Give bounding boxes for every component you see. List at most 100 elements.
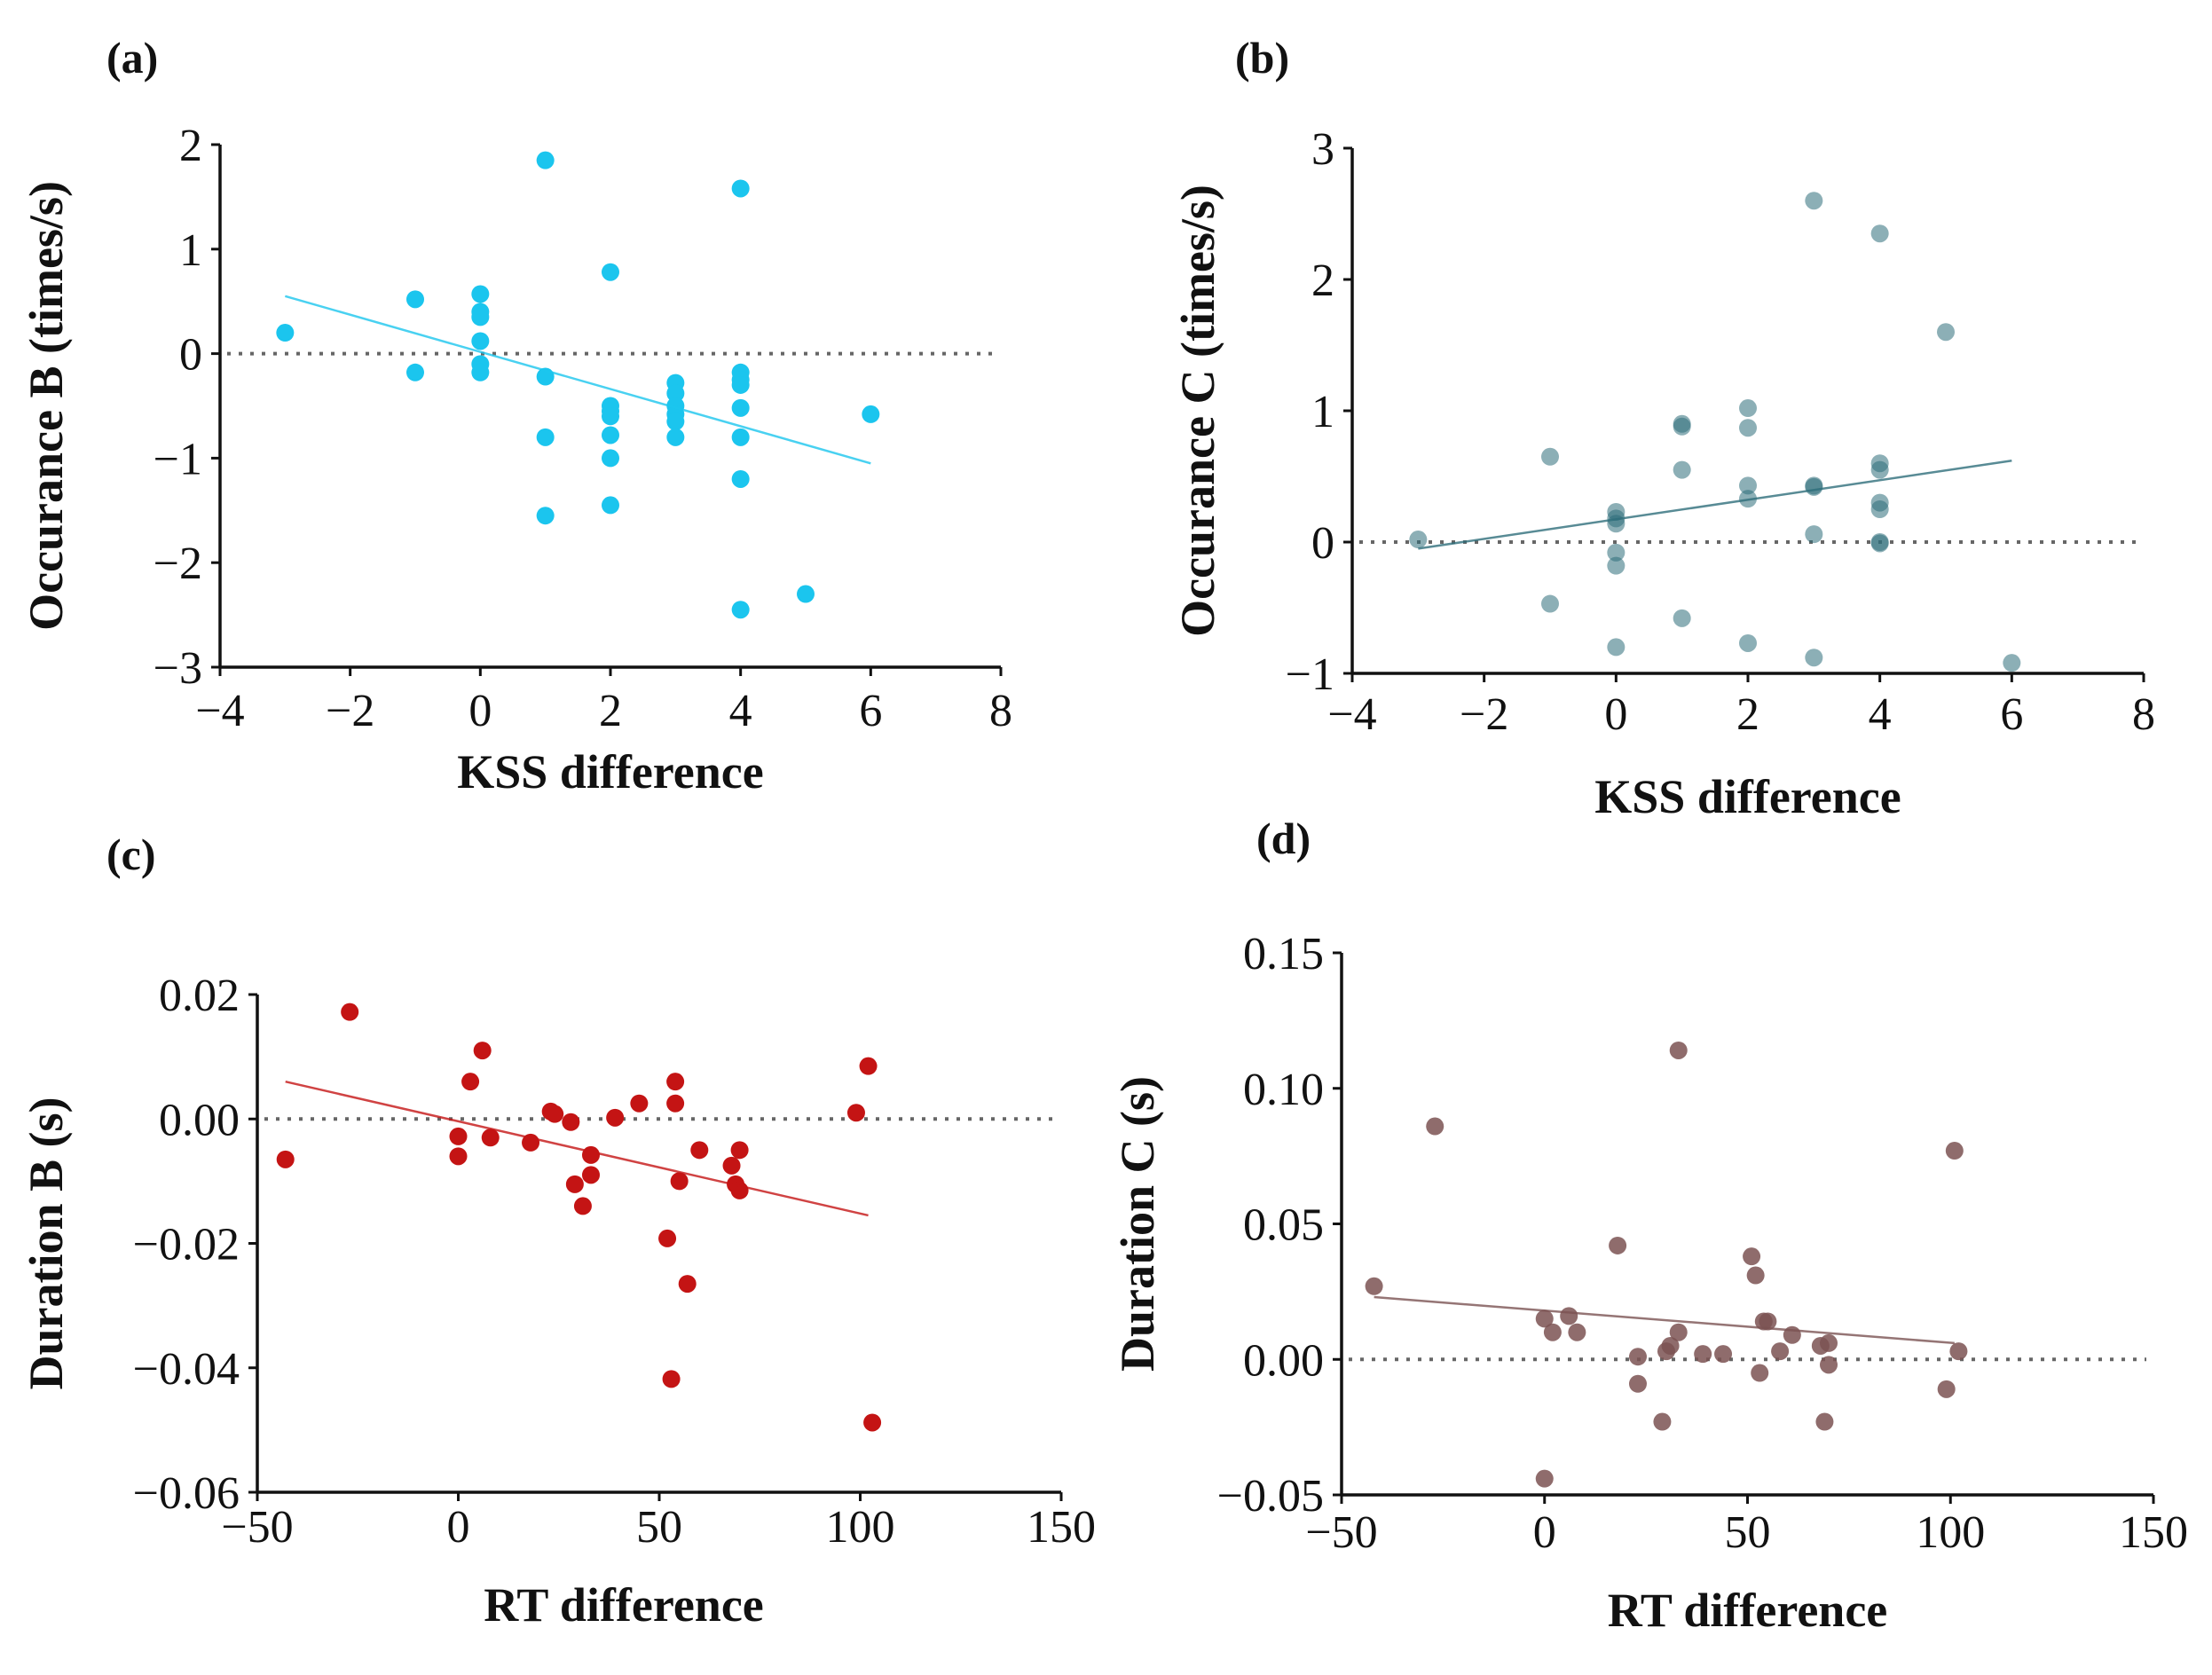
data-point [1607,638,1626,657]
data-point [1673,609,1691,627]
y-tick-label: −3 [154,643,202,694]
data-point [658,1229,677,1247]
data-point [471,285,490,303]
data-point [602,496,619,515]
data-point [1365,1277,1383,1295]
regression-line [1374,1295,1955,1345]
data-point [1426,1117,1444,1136]
data-point [461,1073,480,1091]
y-tick-label: 2 [179,121,202,171]
x-tick-label: −2 [1460,689,1508,740]
data-point [730,1141,749,1160]
x-tick-label: 150 [1027,1502,1096,1553]
data-point [1870,224,1889,243]
data-point [1661,1336,1680,1355]
data-point [1739,419,1757,437]
data-point [581,1166,600,1184]
data-point [1714,1345,1733,1364]
y-axis-title: Occurance B (times/s) [20,181,73,631]
x-tick-label: 0 [1604,689,1627,740]
data-point [1751,1364,1769,1382]
data-point [1870,534,1889,553]
data-point [1535,1469,1554,1488]
y-tick-label: −0.02 [133,1220,240,1270]
data-point [1820,1356,1838,1374]
y-tick-label: 0.00 [1243,1335,1324,1386]
data-point [473,1042,492,1060]
y-tick-label: −0.06 [133,1468,240,1519]
data-point [1541,447,1559,466]
data-point [1607,556,1626,575]
data-point [1409,531,1428,549]
data-point [1607,543,1626,562]
panel-label: (d) [1256,814,1311,863]
y-tick-label: 1 [1311,387,1334,437]
x-tick-label: −4 [195,686,244,736]
x-tick-label: 100 [826,1502,895,1553]
x-tick-label: 150 [2119,1507,2188,1558]
data-point [731,601,750,619]
data-point [731,428,750,446]
data-point [471,363,490,381]
data-point [581,1145,600,1164]
x-tick-label: 6 [859,686,882,736]
data-point [1739,399,1757,418]
data-point [1805,649,1823,667]
data-point [670,1172,689,1191]
data-point [471,332,490,350]
y-tick-label: 0 [179,330,202,381]
data-point [859,1057,878,1075]
data-point [449,1147,468,1166]
data-point [1669,1041,1688,1059]
data-point [602,263,619,281]
data-point [536,507,555,525]
y-tick-label: 0.02 [159,971,240,1021]
data-point [731,375,750,394]
data-point [1815,1412,1834,1431]
x-axis-title: RT difference [484,1578,764,1632]
y-tick-label: −1 [154,434,202,484]
data-point [602,449,619,468]
data-point [276,324,295,342]
data-point [1945,1142,1964,1160]
data-point [449,1127,468,1145]
data-point [1746,1266,1765,1285]
y-tick-label: 0.15 [1243,929,1324,979]
data-point [1653,1412,1672,1431]
x-tick-label: 0 [447,1502,470,1553]
data-point [1805,477,1823,496]
x-tick-label: 6 [2000,689,2023,740]
data-point [1870,500,1889,518]
x-tick-label: −50 [1305,1507,1377,1558]
data-point [1541,594,1559,613]
y-tick-label: 1 [179,225,202,276]
x-axis-title: RT difference [1608,1584,1888,1637]
data-point [276,1150,295,1168]
data-point [1743,1247,1761,1266]
panel-label: (b) [1235,33,1289,83]
data-point [1771,1342,1790,1361]
chart-panel-a: (a) −4 −2 0 2 4 6 8 −3 −2 −1 0 1 2 KSS difference Occur… [20,33,1012,798]
y-tick-label: 0.00 [159,1095,240,1145]
regression-line [285,1080,869,1217]
x-tick-label: 100 [1916,1507,1985,1558]
x-tick-label: 4 [1869,689,1892,740]
regression-line [284,295,871,465]
data-point [1673,460,1691,479]
data-point [546,1105,564,1123]
x-axis-title: KSS difference [1594,770,1901,823]
x-tick-label: 4 [729,686,752,736]
chart-panel-c: (c) −50 0 50 100 150 −0.06 −0.04 −0.02 0.00 0.02 RT… [20,830,1096,1632]
data-point [666,413,685,431]
data-point [690,1141,709,1160]
x-tick-label: 8 [2132,689,2155,740]
data-point [1535,1309,1554,1328]
x-tick-label: 50 [636,1502,682,1553]
data-point [1937,1380,1956,1398]
data-point [630,1094,649,1113]
y-tick-label: −1 [1286,649,1334,700]
data-point [562,1113,580,1131]
data-point [406,363,424,381]
data-point [1694,1345,1712,1364]
